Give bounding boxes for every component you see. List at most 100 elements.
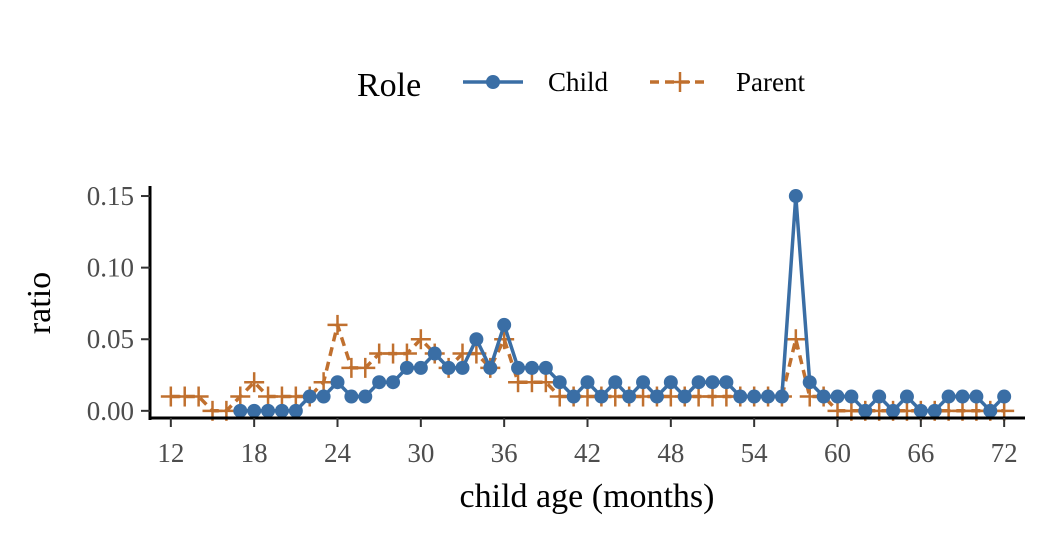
data-point — [511, 360, 526, 375]
series-child — [233, 189, 1012, 418]
data-point — [302, 389, 317, 404]
data-point — [483, 360, 498, 375]
y-tick-label: 0.00 — [87, 396, 134, 426]
data-point — [774, 389, 789, 404]
data-point — [413, 360, 428, 375]
data-point — [747, 389, 762, 404]
data-point — [313, 372, 334, 393]
data-point — [327, 314, 348, 335]
data-point — [330, 375, 345, 390]
data-point — [802, 375, 817, 390]
data-point — [913, 403, 928, 418]
data-point — [649, 389, 664, 404]
data-point — [535, 372, 556, 393]
data-point — [997, 389, 1012, 404]
data-point — [316, 389, 331, 404]
legend-title: Role — [357, 67, 421, 104]
x-tick-label: 18 — [241, 438, 268, 468]
data-point — [372, 375, 387, 390]
data-point — [608, 375, 623, 390]
data-point — [188, 386, 209, 407]
data-point — [622, 389, 637, 404]
y-tick-label: 0.05 — [87, 324, 134, 354]
data-point — [274, 403, 289, 418]
data-point — [691, 375, 706, 390]
x-tick-label: 12 — [157, 438, 184, 468]
data-point — [594, 389, 609, 404]
legend-item-child: Child — [463, 67, 609, 97]
data-point — [538, 360, 553, 375]
x-tick-label: 24 — [324, 438, 352, 468]
x-tick-label: 30 — [407, 438, 434, 468]
data-point — [386, 375, 401, 390]
data-point — [886, 403, 901, 418]
axes: 12 18 24 30 36 42 48 54 60 66 72 0.000.050.100.15 … — [21, 181, 1025, 515]
data-point — [455, 360, 470, 375]
data-point — [427, 346, 442, 361]
data-point — [719, 375, 734, 390]
data-point — [955, 389, 970, 404]
data-point — [344, 389, 359, 404]
data-point — [552, 375, 567, 390]
y-axis-ticks: 0.00 0.05 0.10 0.15 — [87, 181, 150, 426]
x-tick-label: 60 — [824, 438, 851, 468]
x-tick-label: 72 — [991, 438, 1018, 468]
x-axis-ticks: 12 18 24 30 36 42 48 54 60 66 72 — [157, 418, 1018, 468]
data-point — [733, 389, 748, 404]
data-point — [761, 389, 776, 404]
x-tick-label: 48 — [657, 438, 684, 468]
data-point — [399, 360, 414, 375]
legend-items: Child Parent — [463, 67, 805, 97]
data-point — [785, 329, 806, 350]
data-point — [844, 389, 859, 404]
x-tick-label: 54 — [741, 438, 769, 468]
data-point — [705, 375, 720, 390]
legend-item-parent: Parent — [650, 67, 805, 97]
y-tick-label: 0.10 — [87, 253, 134, 283]
data-point — [244, 372, 265, 393]
data-point — [983, 403, 998, 418]
data-point — [230, 386, 251, 407]
x-tick-label: 42 — [574, 438, 601, 468]
data-point — [261, 403, 276, 418]
legend-label: Child — [548, 67, 609, 97]
x-tick-label: 66 — [907, 438, 934, 468]
data-point — [233, 403, 248, 418]
data-point — [788, 189, 803, 204]
data-point — [636, 375, 651, 390]
data-point — [899, 389, 914, 404]
data-point — [358, 389, 373, 404]
legend-label: Parent — [736, 67, 805, 97]
data-point — [969, 389, 984, 404]
data-point — [872, 389, 887, 404]
data-point — [410, 329, 431, 350]
data-point — [830, 389, 845, 404]
data-point — [927, 403, 942, 418]
data-point — [494, 329, 515, 350]
data-point — [816, 389, 831, 404]
legend: Role Child Parent — [357, 67, 805, 104]
data-point — [663, 375, 678, 390]
x-axis-title: child age (months) — [460, 478, 715, 515]
data-point — [497, 317, 512, 332]
legend-marker — [486, 75, 500, 89]
y-axis-title: ratio — [21, 272, 58, 334]
series-line-child — [240, 194, 1006, 413]
data-point — [677, 389, 692, 404]
data-point — [441, 360, 456, 375]
data-point — [566, 389, 581, 404]
y-tick-label: 0.15 — [87, 181, 134, 211]
data-point — [580, 375, 595, 390]
data-point — [396, 343, 417, 364]
data-point — [858, 403, 873, 418]
data-point — [524, 360, 539, 375]
legend-marker — [670, 72, 690, 92]
data-point — [941, 389, 956, 404]
series-layer — [160, 189, 1015, 421]
x-tick-label: 36 — [491, 438, 518, 468]
data-point — [288, 403, 303, 418]
plot-area — [160, 189, 1015, 421]
data-point — [469, 332, 484, 347]
data-point — [247, 403, 262, 418]
